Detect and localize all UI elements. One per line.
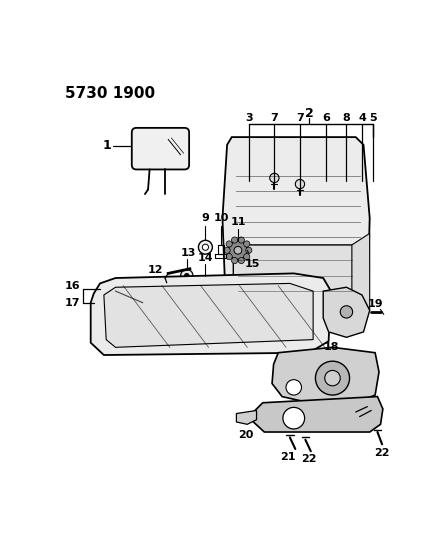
Text: 14: 14 <box>198 253 213 263</box>
Circle shape <box>202 244 208 251</box>
Text: 19: 19 <box>368 299 384 309</box>
Polygon shape <box>91 273 331 355</box>
Text: 22: 22 <box>374 448 390 458</box>
Circle shape <box>295 180 305 189</box>
Circle shape <box>270 173 279 182</box>
Text: 7: 7 <box>296 113 304 123</box>
Circle shape <box>226 241 232 247</box>
Text: 15: 15 <box>244 259 260 269</box>
Text: 22: 22 <box>301 454 317 464</box>
Circle shape <box>238 237 244 243</box>
Circle shape <box>200 276 211 287</box>
Circle shape <box>184 273 189 278</box>
Circle shape <box>283 407 305 429</box>
Circle shape <box>224 247 230 253</box>
Text: 5: 5 <box>369 113 377 123</box>
Circle shape <box>286 379 301 395</box>
Polygon shape <box>272 348 379 403</box>
Circle shape <box>244 241 250 247</box>
Text: 9: 9 <box>202 213 209 223</box>
Text: 16: 16 <box>64 281 80 290</box>
Circle shape <box>181 270 193 282</box>
Polygon shape <box>223 137 370 318</box>
Polygon shape <box>323 287 370 337</box>
Circle shape <box>325 370 340 386</box>
Text: 17: 17 <box>64 297 80 308</box>
Polygon shape <box>352 233 370 310</box>
FancyBboxPatch shape <box>132 128 189 169</box>
Polygon shape <box>236 410 256 424</box>
Text: 20: 20 <box>238 430 253 440</box>
Circle shape <box>234 246 242 254</box>
Circle shape <box>232 257 238 264</box>
Text: 2: 2 <box>305 107 314 120</box>
Text: 1: 1 <box>103 139 111 152</box>
Text: 4: 4 <box>358 113 366 123</box>
Circle shape <box>246 247 252 253</box>
Text: 3: 3 <box>245 113 253 123</box>
Text: 11: 11 <box>230 217 246 227</box>
Text: 6: 6 <box>322 113 330 123</box>
Polygon shape <box>233 245 356 310</box>
Circle shape <box>315 361 350 395</box>
Text: 8: 8 <box>342 113 351 123</box>
Text: 18: 18 <box>323 342 339 352</box>
Circle shape <box>232 237 238 243</box>
Circle shape <box>229 241 247 260</box>
Circle shape <box>199 240 212 254</box>
Circle shape <box>340 306 353 318</box>
Text: 5730 1900: 5730 1900 <box>65 86 155 101</box>
Text: 10: 10 <box>213 213 229 223</box>
Text: 13: 13 <box>181 248 196 257</box>
Circle shape <box>238 257 244 264</box>
Polygon shape <box>253 397 383 432</box>
Polygon shape <box>104 284 313 348</box>
Text: 12: 12 <box>148 265 163 276</box>
Circle shape <box>244 254 250 260</box>
Circle shape <box>226 254 232 260</box>
Text: 7: 7 <box>270 113 278 123</box>
Text: 21: 21 <box>281 451 296 462</box>
